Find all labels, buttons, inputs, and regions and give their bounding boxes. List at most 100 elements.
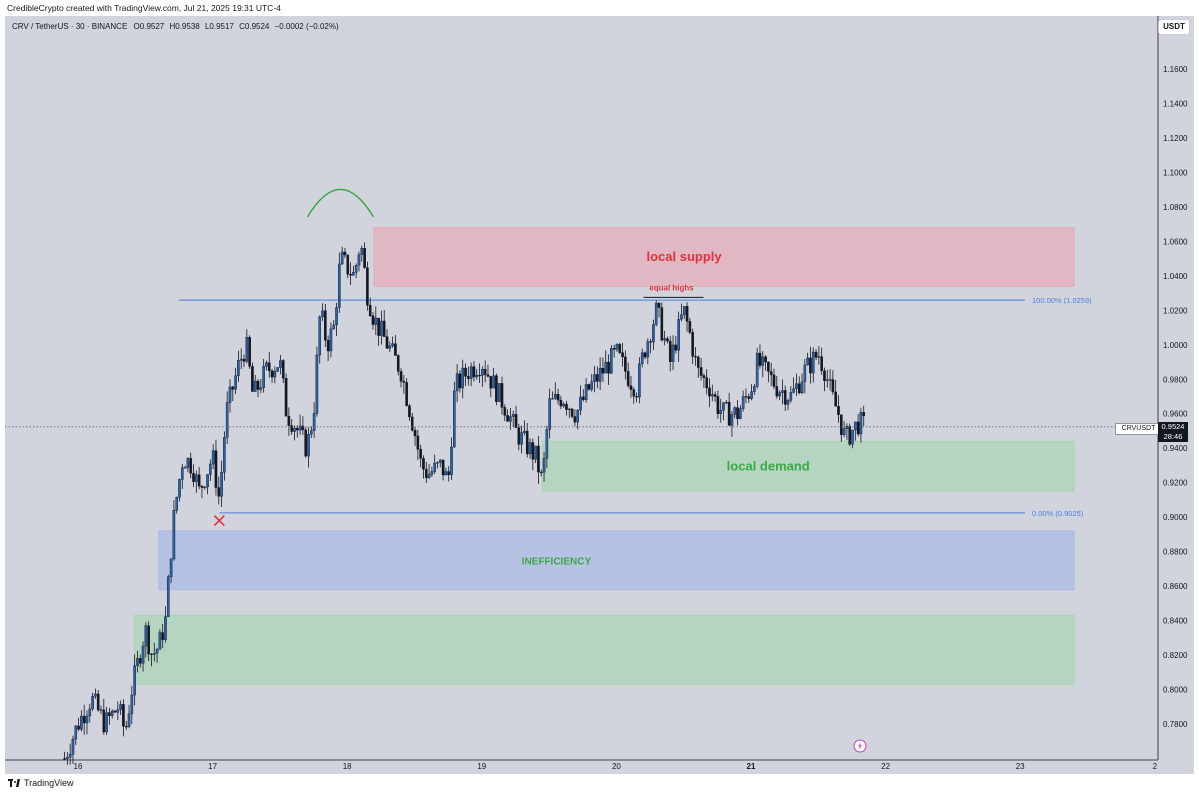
candle-body: [523, 430, 526, 433]
candle-body: [601, 367, 605, 374]
candle-body: [430, 471, 434, 475]
candle-body: [447, 471, 451, 476]
top-caption-bar: CredibleCrypto created with TradingView.…: [0, 0, 1199, 16]
candle-body: [528, 442, 532, 455]
candle-body: [450, 446, 453, 476]
candle-body: [467, 376, 470, 379]
price-tick-label: 1.0000: [1163, 341, 1188, 350]
candle-body: [730, 414, 734, 426]
candle-body: [657, 302, 661, 308]
tradingview-brand: TradingView: [24, 778, 74, 788]
candle-body: [562, 403, 565, 407]
time-tick-label: 22: [881, 762, 890, 771]
candle-body: [542, 458, 546, 473]
candle-body: [329, 328, 333, 352]
candle-body: [150, 653, 153, 656]
candle-body: [122, 704, 125, 727]
candle-body: [242, 358, 246, 362]
candle-body: [553, 394, 557, 399]
candle-body: [189, 458, 193, 474]
candle-body: [225, 402, 229, 438]
candle-body: [419, 448, 422, 459]
candle-body: [800, 381, 804, 394]
candle-body: [110, 710, 114, 716]
ohlc-legend: CRV / TetherUS · 30 · BINANCE O0.9527 H0…: [12, 22, 342, 31]
candle-body: [632, 389, 636, 397]
candle-body: [803, 364, 807, 383]
candle-body: [691, 332, 694, 357]
candle-body: [797, 383, 801, 394]
tradingview-logo[interactable]: TradingView: [8, 778, 74, 788]
price-tick-label: 0.8600: [1163, 582, 1188, 591]
open-value: 0.9527: [139, 22, 165, 31]
candle-body: [374, 317, 378, 325]
price-axis-bg: [1158, 16, 1194, 774]
candle-body: [733, 407, 737, 415]
candle-body: [772, 374, 776, 387]
rounded-top-arc: [306, 188, 375, 218]
candle-body: [825, 379, 829, 382]
low-value: 0.9517: [209, 22, 234, 31]
candle-body: [166, 576, 170, 617]
candle-body: [91, 695, 94, 710]
candle-body: [624, 356, 627, 372]
candle-body: [253, 380, 257, 392]
candle-body: [635, 396, 638, 398]
candle-body: [312, 413, 316, 431]
candle-body: [688, 321, 692, 333]
currency-button[interactable]: USDT: [1158, 19, 1190, 35]
candle-body: [834, 391, 837, 407]
candle-body: [251, 366, 254, 392]
candle-body: [570, 408, 574, 417]
candle-body: [511, 414, 515, 417]
candle-body: [845, 426, 849, 429]
candle-body: [399, 371, 403, 382]
time-tick-label: 23: [1016, 762, 1025, 771]
candle-body: [410, 416, 414, 431]
zone-local-supply: [373, 227, 1075, 287]
candle-body: [441, 459, 445, 476]
candle-body: [475, 374, 479, 378]
candle-body: [775, 386, 779, 397]
candle-body: [612, 348, 616, 350]
candle-body: [158, 632, 162, 650]
candle-body: [842, 428, 846, 435]
candle-body: [301, 425, 305, 431]
candle-body: [837, 406, 840, 415]
candle-body: [349, 273, 352, 276]
candle-body: [781, 390, 784, 393]
change-value: −0.0002 (−0.02%): [274, 22, 339, 31]
candle-body: [273, 371, 277, 378]
candle-body: [113, 710, 117, 713]
candle-body: [483, 368, 487, 375]
candle-body: [559, 399, 563, 407]
candle-body: [839, 414, 843, 435]
candle-body: [736, 407, 739, 420]
candle-body: [668, 340, 672, 362]
candle-body: [652, 324, 655, 343]
zone-lower-demand: [134, 614, 1075, 685]
candle-body: [332, 324, 336, 330]
fib-label-1: 0.00% (0.9025): [1032, 509, 1084, 518]
candle-body: [828, 379, 832, 381]
candle-body: [388, 345, 392, 349]
price-tick-label: 0.9600: [1163, 410, 1188, 419]
candle-body: [141, 645, 145, 664]
candle-body: [321, 310, 324, 318]
zone-inefficiency: [158, 530, 1075, 591]
candle-body: [295, 428, 299, 431]
last-price-tag: 0.9524 28:46: [1158, 422, 1188, 442]
candle-body: [699, 367, 703, 376]
candle-body: [290, 425, 293, 432]
candle-body: [354, 265, 358, 273]
candle-body: [99, 709, 103, 711]
candle-body: [789, 392, 793, 401]
candle-body: [245, 337, 249, 362]
candle-body: [741, 396, 745, 409]
candle-body: [346, 254, 350, 275]
candle-body: [643, 352, 647, 358]
candle-body: [786, 400, 790, 405]
price-tick-label: 0.8000: [1163, 686, 1188, 695]
price-tick-label: 1.0800: [1163, 203, 1188, 212]
